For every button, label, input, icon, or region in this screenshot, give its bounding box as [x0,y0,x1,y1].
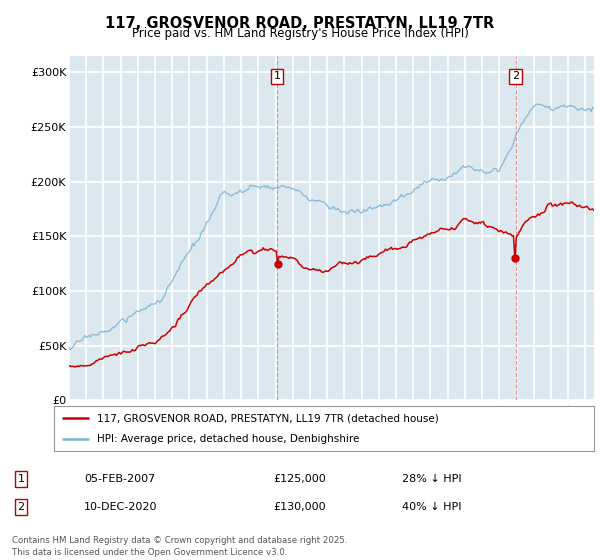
Text: 117, GROSVENOR ROAD, PRESTATYN, LL19 7TR: 117, GROSVENOR ROAD, PRESTATYN, LL19 7TR [106,16,494,31]
Text: 1: 1 [274,72,281,82]
Text: 117, GROSVENOR ROAD, PRESTATYN, LL19 7TR (detached house): 117, GROSVENOR ROAD, PRESTATYN, LL19 7TR… [97,413,439,423]
Text: 2: 2 [512,72,519,82]
Text: £130,000: £130,000 [274,502,326,512]
Text: 28% ↓ HPI: 28% ↓ HPI [402,474,462,484]
Text: 1: 1 [17,474,25,484]
Text: 05-FEB-2007: 05-FEB-2007 [84,474,155,484]
Text: 40% ↓ HPI: 40% ↓ HPI [402,502,462,512]
Text: 2: 2 [17,502,25,512]
Text: HPI: Average price, detached house, Denbighshire: HPI: Average price, detached house, Denb… [97,433,359,444]
Text: Contains HM Land Registry data © Crown copyright and database right 2025.
This d: Contains HM Land Registry data © Crown c… [12,536,347,557]
Text: £125,000: £125,000 [274,474,326,484]
Text: Price paid vs. HM Land Registry's House Price Index (HPI): Price paid vs. HM Land Registry's House … [131,27,469,40]
Text: 10-DEC-2020: 10-DEC-2020 [84,502,157,512]
